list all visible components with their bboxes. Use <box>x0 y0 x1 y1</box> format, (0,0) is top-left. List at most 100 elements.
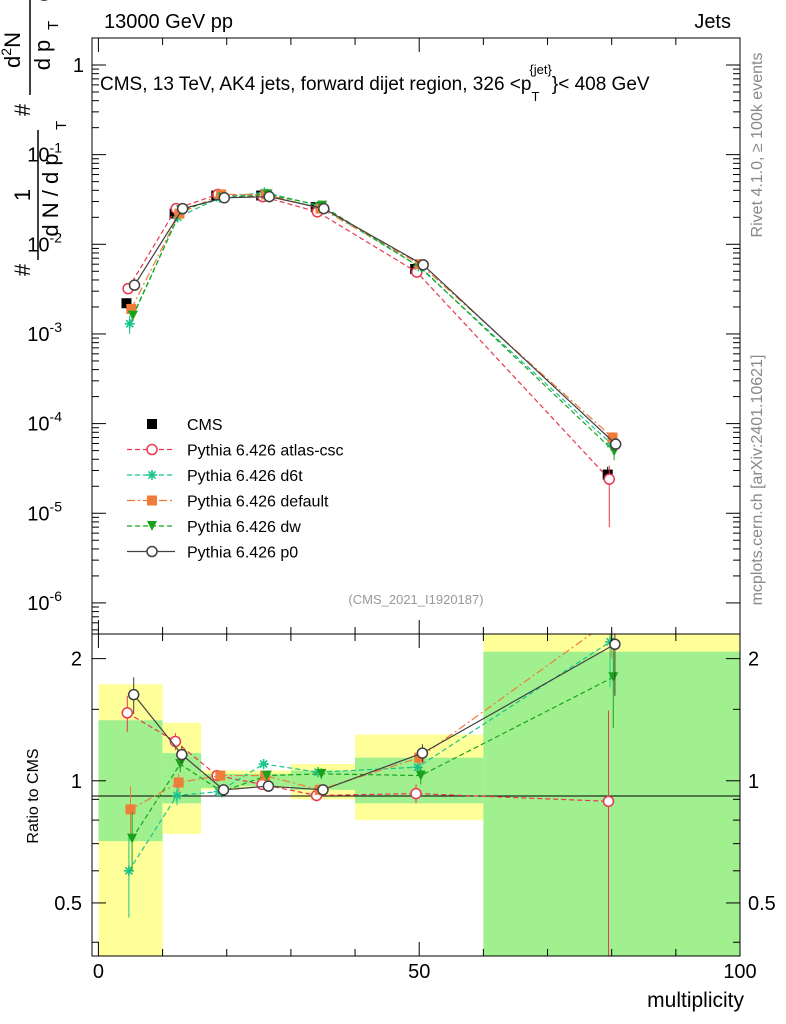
legend-label: Pythia 6.426 dw <box>187 519 301 536</box>
jets-label: Jets <box>694 11 731 33</box>
main-data-point <box>263 190 275 203</box>
legend-entry: Pythia 6.426 default <box>127 494 329 511</box>
legend-marker <box>147 419 157 429</box>
main-axis-ticks: 10-610-510-410-310-210-11 <box>27 37 741 634</box>
legend-entry: CMS <box>147 417 223 434</box>
ratio-xtick-label: 50 <box>408 961 430 983</box>
title-suffix: }< 408 GeV <box>552 74 650 95</box>
ratio-series-layer <box>121 614 621 956</box>
main-ytick-base: 10 <box>27 324 49 346</box>
ratio-data-point <box>217 784 230 796</box>
ylabel-dlambda: dλ <box>30 0 55 2</box>
ratio-y-axis-label: Ratio to CMS <box>25 748 42 843</box>
main-ytick-label: 10-6 <box>27 588 62 615</box>
ratio-xtick-label: 0 <box>93 961 104 983</box>
ratio-data-point <box>125 804 136 815</box>
legend-label: CMS <box>187 417 223 434</box>
title-sup-jet: {jet} <box>529 62 552 77</box>
ratio-data-point <box>172 790 183 801</box>
main-ytick-label: 1 <box>73 55 84 77</box>
ratio-data-point <box>316 768 327 779</box>
ratio-data-point <box>607 614 617 624</box>
ratio-axis-ticks: 0.5 0.5 1 1 2 2 0 50 100 <box>54 634 776 983</box>
main-series-pythia-6-426-p0 <box>128 190 622 452</box>
legend-marker <box>147 495 157 506</box>
main-data-point <box>126 303 137 314</box>
ratio-data-point <box>258 758 269 769</box>
ratio-data-point <box>127 688 140 701</box>
legend-label: Pythia 6.426 p0 <box>187 545 298 562</box>
ylabel-hash-left: # <box>10 263 35 276</box>
ylabel-T: T <box>53 121 70 130</box>
ratio-data-point <box>317 784 329 796</box>
legend-marker <box>146 443 158 456</box>
ratio-data-point <box>416 747 429 759</box>
ylabel-d: d <box>0 56 25 68</box>
analysis-watermark: (CMS_2021_I1920187) <box>348 592 483 607</box>
ratio-ytick-label-right: 1 <box>748 771 759 793</box>
ratio-ytick-label-left: 1 <box>71 771 82 793</box>
ratio-data-point <box>175 758 186 769</box>
plot-title: CMS, 13 TeV, AK4 jets, forward dijet reg… <box>100 62 650 104</box>
ratio-ytick-label-right: 0.5 <box>748 893 776 915</box>
main-ytick-base: 10 <box>27 593 49 615</box>
ratio-data-point <box>127 833 138 844</box>
ratio-ytick-label-left: 0.5 <box>54 893 82 915</box>
main-ytick-label: 10-3 <box>27 319 62 346</box>
ratio-series-pythia-6-426-p0 <box>127 634 621 796</box>
main-series-line <box>133 196 617 445</box>
ratio-data-point <box>608 672 619 683</box>
main-data-point <box>176 202 189 215</box>
main-data-point <box>127 310 138 321</box>
main-data-point <box>124 318 135 329</box>
ylabel-dp: d p <box>30 40 55 71</box>
legend-label: Pythia 6.426 d6t <box>187 468 303 485</box>
legend-marker <box>147 470 157 480</box>
main-ytick-base: 10 <box>27 503 49 525</box>
main-ytick-exponent: -5 <box>50 498 63 514</box>
ratio-data-point <box>410 787 422 800</box>
ylabel-dN-dp: d N / d p <box>38 153 63 236</box>
main-ytick-exponent: -6 <box>50 588 63 604</box>
ratio-frame <box>91 633 741 957</box>
title-prefix: CMS, 13 TeV, AK4 jets, forward dijet reg… <box>100 74 521 95</box>
ratio-data-point <box>261 770 272 781</box>
ylabel-hash-mid: # <box>10 103 35 116</box>
main-series-line <box>132 193 615 452</box>
main-data-point <box>218 192 231 204</box>
ratio-data-point <box>609 638 621 651</box>
ylabel-T2: T <box>45 21 62 30</box>
legend-marker <box>146 545 158 558</box>
main-data-point <box>121 298 132 309</box>
legend-entry: Pythia 6.426 p0 <box>127 545 298 562</box>
main-ytick-exponent: -2 <box>50 229 63 245</box>
main-data-point <box>603 473 616 485</box>
energy-label: 13000 GeV pp <box>104 11 233 33</box>
legend-entry: Pythia 6.426 dw <box>127 519 301 536</box>
ratio-data-point <box>173 777 184 788</box>
ratio-ytick-label-left: 2 <box>71 649 82 671</box>
main-ytick-exponent: -1 <box>50 140 63 156</box>
main-data-point <box>609 438 622 450</box>
main-ytick-exponent: -4 <box>50 409 63 425</box>
main-data-point <box>318 202 330 215</box>
ylabel-one: 1 <box>10 189 35 201</box>
main-panel: 10-610-510-410-310-210-11 CMS, 13 TeV, A… <box>27 37 741 635</box>
main-ytick-label: 10-4 <box>27 409 62 436</box>
ylabel-d2N: d2N <box>0 32 25 68</box>
ylabel-N: N <box>0 32 25 48</box>
title-text: CMS, 13 TeV, AK4 jets, forward dijet reg… <box>100 62 650 104</box>
main-series-line <box>130 193 613 438</box>
main-ytick-exponent: -3 <box>50 319 63 335</box>
ratio-band-inner <box>290 770 356 790</box>
ratio-xtick-label: 100 <box>723 961 756 983</box>
main-ytick-label: 10-5 <box>27 498 62 525</box>
title-p: p <box>521 74 532 95</box>
ratio-data-point <box>176 748 188 761</box>
legend: CMS Pythia 6.426 atlas-csc Pythia 6.426 d6… <box>127 417 344 562</box>
main-series-line <box>127 193 610 480</box>
ratio-data-point <box>121 707 134 719</box>
main-series-layer <box>121 187 622 528</box>
ratio-data-point <box>602 795 615 808</box>
